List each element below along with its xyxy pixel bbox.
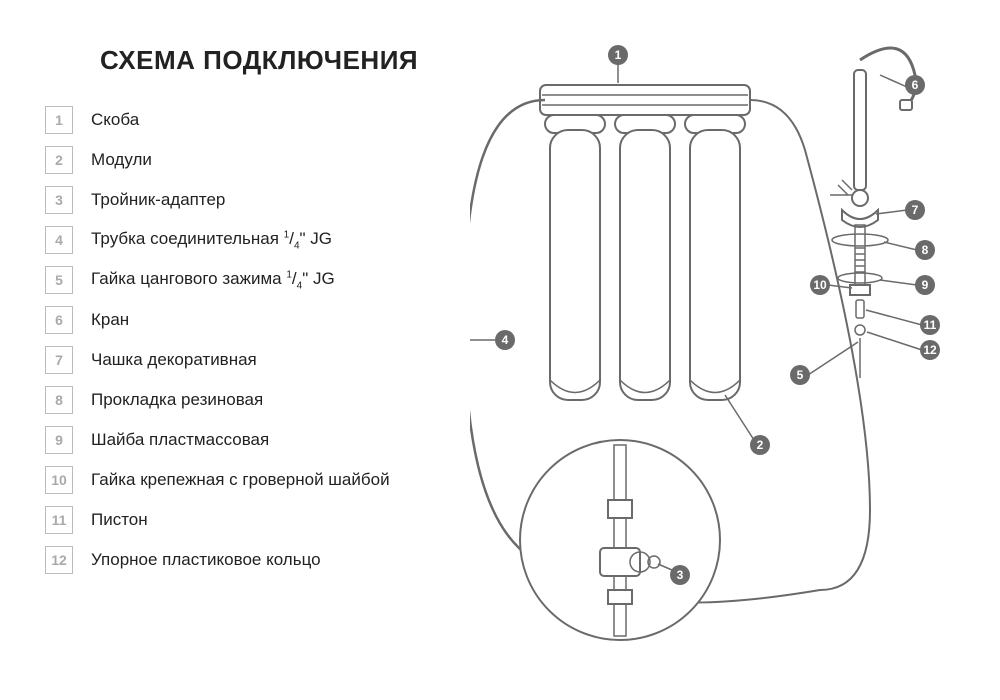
legend-row: 4 Трубка соединительная 1/4" JG [45,220,390,260]
legend-number: 9 [45,426,73,454]
callout-num-4: 4 [502,333,509,347]
legend-row: 7 Чашка декоративная [45,340,390,380]
callout-num-6: 6 [912,78,919,92]
legend-row: 5 Гайка цангового зажима 1/4" JG [45,260,390,300]
callout-num-2: 2 [757,438,764,452]
callout-num-8: 8 [922,243,929,257]
legend-number: 12 [45,546,73,574]
legend-label: Модули [91,150,152,170]
legend-label: Прокладка резиновая [91,390,263,410]
page-title: СХЕМА ПОДКЛЮЧЕНИЯ [100,45,418,76]
legend-label: Гайка крепежная с гроверной шайбой [91,470,390,490]
legend-number: 6 [45,306,73,334]
legend-label: Тройник-адаптер [91,190,225,210]
callout-num-3: 3 [677,568,684,582]
callout-num-5: 5 [797,368,804,382]
legend-row: 3 Тройник-адаптер [45,180,390,220]
legend-label: Упорное пластиковое кольцо [91,550,321,570]
connection-diagram: 123456789101112 [470,30,980,670]
legend-number: 11 [45,506,73,534]
legend-label: Шайба пластмассовая [91,430,269,450]
legend-label: Трубка соединительная 1/4" JG [91,229,332,251]
legend-label: Чашка декоративная [91,350,257,370]
callout-num-1: 1 [615,48,622,62]
legend-number: 4 [45,226,73,254]
legend-number: 7 [45,346,73,374]
legend-number: 10 [45,466,73,494]
legend-number: 8 [45,386,73,414]
legend-row: 2 Модули [45,140,390,180]
legend-row: 11 Пистон [45,500,390,540]
callout-num-9: 9 [922,278,929,292]
faucet-icon [830,48,916,378]
legend-label: Кран [91,310,129,330]
legend-row: 12 Упорное пластиковое кольцо [45,540,390,580]
legend-row: 10 Гайка крепежная с гроверной шайбой [45,460,390,500]
legend-number: 1 [45,106,73,134]
legend-label: Скоба [91,110,139,130]
callout-num-7: 7 [912,203,919,217]
legend-label: Пистон [91,510,148,530]
legend-row: 8 Прокладка резиновая [45,380,390,420]
legend-number: 3 [45,186,73,214]
legend-row: 9 Шайба пластмассовая [45,420,390,460]
legend-number: 2 [45,146,73,174]
callout-num-12: 12 [923,343,937,357]
legend-row: 6 Кран [45,300,390,340]
callout-num-11: 11 [924,318,937,332]
callout-num-10: 10 [813,278,827,292]
legend-row: 1 Скоба [45,100,390,140]
legend-list: 1 Скоба 2 Модули 3 Тройник-адаптер 4 Трубка сое… [45,100,390,580]
legend-number: 5 [45,266,73,294]
legend-label: Гайка цангового зажима 1/4" JG [91,269,335,291]
